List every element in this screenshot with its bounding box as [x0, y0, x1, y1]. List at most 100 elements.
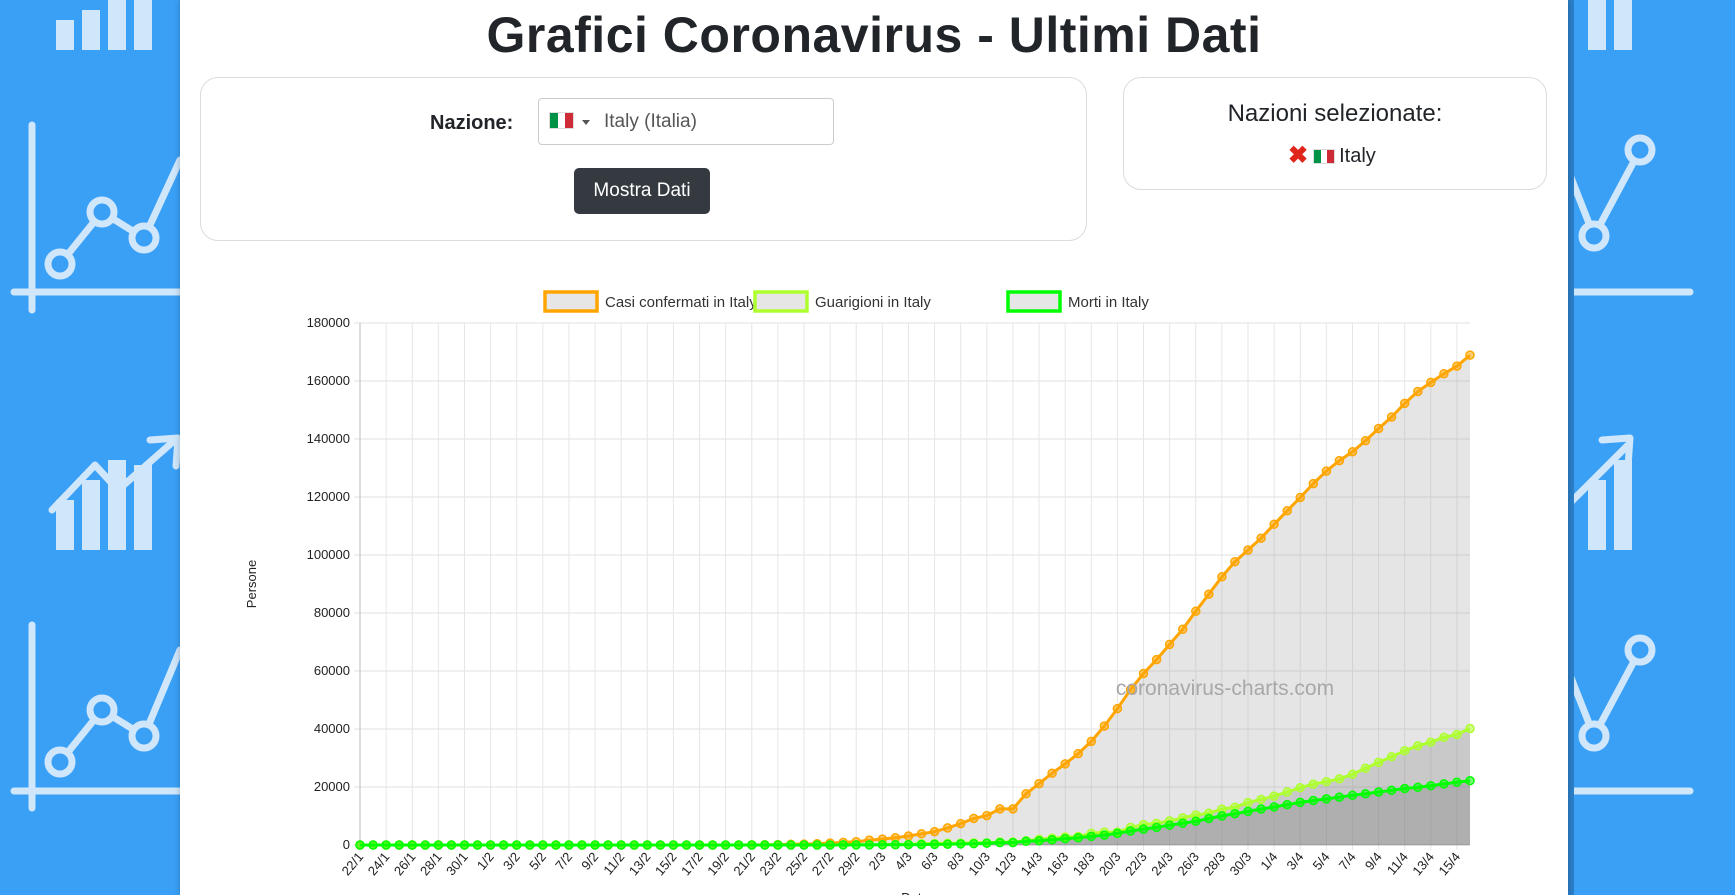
- data-point: [733, 840, 744, 850]
- data-point: [1060, 759, 1070, 769]
- data-point: [1151, 654, 1162, 665]
- data-point: [1386, 751, 1397, 762]
- data-point: [942, 839, 953, 850]
- background-stripe: [1568, 0, 1574, 895]
- x-tick-label: 15/4: [1435, 849, 1463, 878]
- x-tick-label: 1/2: [474, 849, 497, 872]
- x-tick-label: 16/3: [1044, 849, 1072, 878]
- x-tick-label: 30/1: [443, 849, 471, 878]
- y-tick-label: 100000: [307, 547, 350, 562]
- x-tick-label: 12/3: [991, 849, 1019, 878]
- data-point: [525, 840, 535, 850]
- data-point: [1426, 780, 1436, 791]
- data-point: [995, 837, 1005, 848]
- chart-watermark: coronavirus-charts.com: [1116, 677, 1334, 700]
- x-tick-label: 11/4: [1384, 849, 1411, 877]
- data-point: [747, 840, 757, 850]
- data-point: [420, 840, 431, 850]
- series-area: [360, 780, 1470, 845]
- data-point: [1125, 684, 1136, 695]
- data-point: [1086, 831, 1097, 842]
- data-point: [1086, 736, 1097, 747]
- data-point: [1334, 455, 1345, 466]
- data-point: [1360, 789, 1371, 799]
- data-point: [1256, 794, 1266, 805]
- x-tick-label: 7/4: [1336, 849, 1359, 872]
- data-point: [929, 839, 940, 850]
- page-title: Grafici Coronavirus - Ultimi Dati: [486, 7, 1262, 63]
- x-tick-label: 17/2: [678, 849, 706, 878]
- data-point: [1047, 768, 1057, 778]
- data-point: [1008, 804, 1018, 814]
- data-point: [1073, 832, 1083, 843]
- data-point: [1151, 822, 1162, 833]
- data-point: [916, 829, 927, 839]
- data-point: [903, 839, 914, 850]
- nation-label: Nazione:: [430, 112, 514, 134]
- nation-select[interactable]: Italy (Italia): [538, 98, 834, 145]
- data-point: [1399, 398, 1410, 409]
- line-chart: 0 20000 40000 60000 80000 100000 120000 140000 1…: [244, 290, 1475, 895]
- data-point: [407, 840, 417, 850]
- y-tick-label: 40000: [314, 721, 350, 736]
- x-tick-label: 24/1: [365, 849, 393, 878]
- caret-down-icon[interactable]: [582, 120, 590, 125]
- background-decoration-left: [0, 0, 190, 895]
- data-point: [1243, 797, 1253, 808]
- show-data-button[interactable]: Mostra Dati: [574, 168, 710, 214]
- data-point: [1452, 729, 1462, 740]
- data-point: [1112, 703, 1123, 714]
- selected-nation-name: Italy: [1339, 144, 1376, 167]
- data-point: [459, 840, 470, 850]
- data-point: [485, 840, 496, 850]
- main-panel: Grafici Coronavirus - Ultimi Dati Nazion…: [180, 0, 1568, 895]
- data-point: [1282, 799, 1292, 810]
- chart-pattern-icon: [10, 0, 190, 812]
- data-point: [1230, 808, 1240, 819]
- x-tick-label: 28/3: [1200, 849, 1228, 878]
- data-point: [1321, 466, 1332, 476]
- data-point: [1047, 835, 1057, 845]
- data-point: [1373, 787, 1384, 797]
- data-point: [799, 840, 809, 850]
- x-tick-label: 27/2: [809, 849, 837, 878]
- data-point: [551, 840, 561, 850]
- y-tick-label: 160000: [307, 373, 350, 388]
- data-point: [1465, 723, 1475, 734]
- data-point: [355, 840, 365, 850]
- data-point: [1217, 572, 1227, 582]
- data-point: [1347, 447, 1358, 457]
- y-tick-label: 20000: [314, 779, 350, 794]
- data-point: [642, 840, 653, 850]
- data-point: [1243, 806, 1253, 817]
- data-point: [1426, 737, 1436, 747]
- data-point: [955, 839, 966, 849]
- data-point: [1021, 836, 1031, 847]
- data-point: [1269, 519, 1279, 530]
- data-point: [942, 823, 953, 833]
- data-point: [851, 840, 861, 850]
- legend-label: Morti in Italy: [1068, 294, 1149, 311]
- data-point: [668, 840, 679, 850]
- italy-flag-icon: [549, 112, 574, 129]
- data-point: [707, 840, 718, 850]
- data-point: [538, 840, 548, 850]
- background-decoration-right: [1568, 0, 1735, 895]
- data-point: [1256, 533, 1266, 543]
- remove-x-icon[interactable]: ✖: [1288, 142, 1309, 169]
- x-tick-label: 11/2: [600, 849, 627, 877]
- data-point: [577, 840, 587, 850]
- data-point: [825, 840, 835, 850]
- data-point: [368, 840, 378, 850]
- data-point: [603, 840, 613, 850]
- legend-swatch: [753, 290, 809, 313]
- x-tick-label: 21/2: [730, 849, 758, 878]
- x-tick-label: 22/1: [339, 849, 367, 878]
- selected-nation-item: ✖ Italy: [1288, 143, 1376, 169]
- y-tick-label: 60000: [314, 663, 350, 678]
- data-point: [1269, 802, 1279, 812]
- data-point: [1191, 816, 1201, 827]
- x-tick-label: 26/3: [1174, 849, 1202, 878]
- data-point: [1308, 795, 1319, 806]
- legend-label: Casi confermati in Italy: [605, 294, 757, 311]
